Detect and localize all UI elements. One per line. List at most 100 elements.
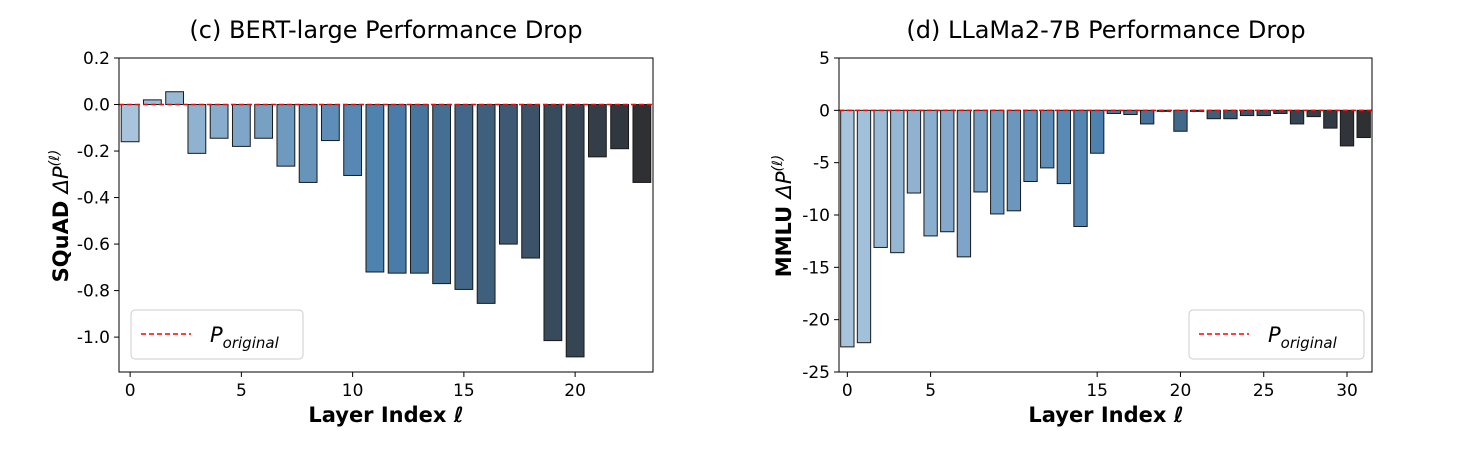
y-tick-label: -0.6 — [77, 235, 110, 255]
legend: Poriginal — [130, 309, 304, 360]
bar-layer-1 — [856, 109, 872, 344]
x-tick-label: 10 — [342, 381, 364, 401]
bar-layer-20 — [565, 104, 585, 358]
y-tick-label: 0.2 — [83, 49, 110, 69]
x-tick-label: 0 — [842, 381, 853, 401]
y-tick-label: -20 — [802, 311, 830, 331]
bar-layer-22 — [610, 104, 630, 150]
y-tick-label: 5 — [819, 49, 830, 69]
y-tick-label: -0.2 — [77, 142, 110, 162]
axes: 0 5 15 20 25 30 5 0 -5 -10 -15 -20 -25 — [802, 49, 1373, 401]
y-tick-label: -0.8 — [77, 282, 110, 302]
x-tick-label: 0 — [125, 381, 136, 401]
bar-layer-22 — [1206, 109, 1221, 120]
y-axis-label: SQuAD ΔP(ℓ) — [47, 150, 73, 283]
legend-label: Poriginal — [210, 323, 280, 352]
bar-layer-12 — [387, 104, 407, 274]
bar-layer-8 — [973, 109, 988, 193]
bar-layer-23 — [632, 104, 652, 183]
bar-layer-0 — [840, 109, 855, 348]
x-tick-label: 25 — [1253, 381, 1275, 401]
bar-layer-5 — [231, 104, 251, 147]
x-tick-label: 15 — [453, 381, 475, 401]
bar-layer-5 — [923, 109, 938, 237]
bar-layer-3 — [187, 104, 207, 154]
legend-label: Poriginal — [1268, 323, 1338, 352]
legend-frame — [1188, 309, 1365, 360]
bar-layer-11 — [1023, 109, 1038, 182]
bar-layer-13 — [409, 104, 429, 274]
bar-layer-4 — [906, 109, 922, 194]
y-tick-label: 0 — [819, 101, 830, 121]
bar-layer-10 — [1006, 109, 1022, 212]
bar-layer-15 — [1090, 109, 1105, 154]
y-tick-label: 0.0 — [83, 96, 110, 116]
legend-frame — [130, 309, 304, 360]
bar-layer-18 — [521, 104, 541, 259]
bar-layer-18 — [1139, 109, 1155, 125]
bar-layer-11 — [365, 104, 385, 273]
legend: Poriginal — [1188, 309, 1365, 360]
legend-label-sub: original — [223, 334, 280, 352]
y-label-bold: MMLU — [772, 206, 796, 277]
x-tick-label: 5 — [236, 381, 247, 401]
y-label-sup: (ℓ) — [47, 150, 63, 167]
y-axis-label: MMLU ΔP(ℓ) — [770, 155, 796, 278]
bar-layer-14 — [432, 104, 452, 285]
y-label-math: ΔP — [772, 171, 796, 200]
y-tick-label: -1.0 — [77, 328, 110, 348]
bar-layer-28 — [1306, 109, 1321, 118]
y-tick-label: -0.4 — [77, 189, 110, 209]
x-tick-label: 20 — [564, 381, 586, 401]
x-tick-label: 20 — [1170, 381, 1192, 401]
chart-bert-large: (c) BERT-large Performance Drop SQuAD ΔP… — [47, 16, 654, 427]
bar-layer-27 — [1289, 109, 1305, 125]
bar-layer-19 — [543, 104, 563, 342]
x-tick-label: 5 — [925, 381, 936, 401]
bar-layer-12 — [1040, 109, 1055, 169]
bar-layer-25 — [1256, 109, 1271, 117]
axes: 0 5 10 15 20 0.2 0.0 -0.2 -0.4 -0.6 -0.8 -1.0 — [77, 49, 654, 401]
y-label-math: ΔP — [49, 166, 73, 195]
svg-text:MMLU ΔP(ℓ): MMLU ΔP(ℓ) — [770, 155, 796, 278]
legend-label-sub: original — [1281, 334, 1338, 352]
x-axis-label: Layer Index ℓ — [1028, 403, 1183, 427]
chart-title: (c) BERT-large Performance Drop — [189, 16, 582, 44]
bar-layer-7 — [276, 104, 296, 167]
bar-layer-6 — [254, 104, 274, 139]
bar-layer-10 — [343, 104, 363, 176]
bar-layer-16 — [476, 104, 496, 304]
svg-text:SQuAD ΔP(ℓ): SQuAD ΔP(ℓ) — [47, 150, 73, 283]
plot-frame — [118, 57, 654, 373]
x-axis-label: Layer Index ℓ — [308, 403, 463, 427]
y-tick-label: -25 — [802, 363, 830, 383]
bar-layer-14 — [1073, 109, 1088, 228]
bar-layer-13 — [1056, 109, 1072, 185]
y-label-sup: (ℓ) — [770, 155, 786, 172]
bar-layer-21 — [587, 104, 607, 158]
bar-layer-8 — [298, 104, 318, 183]
x-tick-label: 30 — [1336, 381, 1358, 401]
y-tick-label: -15 — [802, 258, 830, 278]
bar-layer-17 — [498, 104, 518, 245]
bar-layer-20 — [1173, 109, 1188, 132]
bar-layer-4 — [209, 104, 229, 139]
bar-layer-9 — [990, 109, 1005, 215]
bar-layer-2 — [165, 91, 185, 106]
bar-layer-2 — [873, 109, 888, 248]
bars — [840, 109, 1371, 348]
bar-layer-24 — [1239, 109, 1255, 117]
bar-layer-0 — [120, 104, 140, 143]
bar-layer-29 — [1323, 109, 1338, 129]
bar-layer-31 — [1356, 109, 1371, 139]
legend-label-main: P — [210, 323, 223, 347]
bar-layer-30 — [1339, 109, 1355, 147]
bars — [120, 91, 652, 358]
y-label-bold: SQuAD — [49, 201, 73, 283]
chart-llama2-7b: (d) LLaMa2-7B Performance Drop MMLU ΔP(ℓ… — [770, 16, 1373, 427]
bar-layer-7 — [956, 109, 972, 258]
bar-layer-3 — [890, 109, 905, 254]
bar-layer-15 — [454, 104, 474, 290]
bar-layer-6 — [940, 109, 955, 233]
y-tick-label: -10 — [802, 206, 830, 226]
